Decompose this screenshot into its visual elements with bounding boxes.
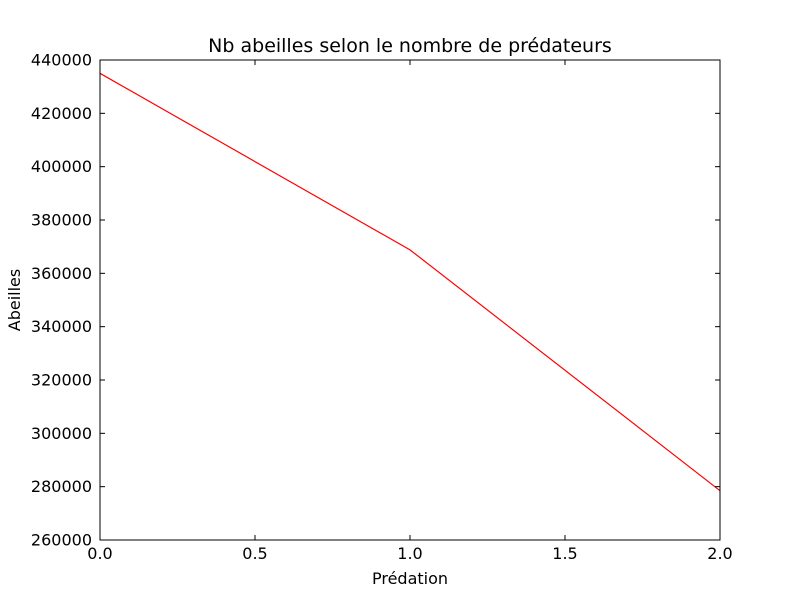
x-tick-label: 0.0 [87,544,112,563]
y-tick-label: 380000 [31,211,92,230]
ticks-layer: 0.0 0.5 1.0 1.5 2.0 260000 280000 300000 320000 3… [31,51,733,564]
y-tick-label: 340000 [31,317,92,336]
y-tick-label: 260000 [31,531,92,550]
y-tick-label: 320000 [31,371,92,390]
y-tick-label: 420000 [31,104,92,123]
x-tick-label: 1.5 [552,544,577,563]
y-tick-label: 300000 [31,424,92,443]
x-axis-label: Prédation [372,569,448,588]
y-tick-label: 280000 [31,477,92,496]
x-tick-label: 1.0 [397,544,422,563]
x-tick-label: 2.0 [707,544,732,563]
chart-title: Nb abeilles selon le nombre de prédateur… [208,35,612,57]
x-tick-label: 0.5 [242,544,267,563]
y-tick-label: 440000 [31,51,92,70]
y-tick-label: 400000 [31,157,92,176]
y-tick-label: 360000 [31,264,92,283]
plot-area [100,60,720,540]
y-axis-label: Abeilles [5,269,24,331]
